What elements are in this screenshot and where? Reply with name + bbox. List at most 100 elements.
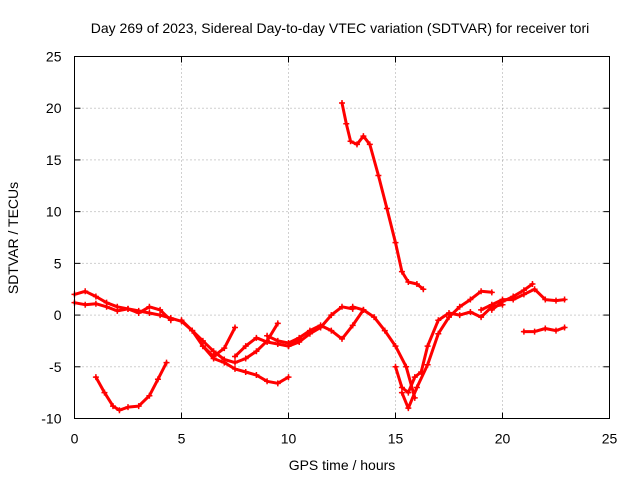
data-point <box>531 328 538 335</box>
x-tick-label: 5 <box>178 431 186 447</box>
data-point <box>542 296 549 303</box>
data-point <box>520 328 527 335</box>
data-point <box>339 100 345 107</box>
y-tick-label: -5 <box>49 359 62 375</box>
data-point <box>375 172 382 179</box>
data-point <box>306 330 313 337</box>
data-point <box>424 361 431 368</box>
data-point <box>371 314 378 321</box>
series-track-2 <box>71 299 174 324</box>
data-point <box>210 355 217 362</box>
data-point <box>146 310 153 317</box>
data-point <box>274 380 281 387</box>
data-point <box>264 332 271 339</box>
data-point <box>339 335 345 342</box>
data-point <box>253 348 260 355</box>
y-tick-label: 5 <box>54 255 62 271</box>
data-point <box>328 312 335 319</box>
series-line <box>73 301 173 322</box>
series-line <box>94 361 168 412</box>
data-point <box>510 293 517 300</box>
series-track-9 <box>285 303 356 350</box>
data-point <box>264 338 271 345</box>
data-point <box>398 384 405 391</box>
data-point <box>488 306 495 313</box>
data-point <box>561 324 568 331</box>
data-point <box>413 384 420 391</box>
x-axis-title: GPS time / hours <box>289 457 396 473</box>
data-point <box>488 301 495 308</box>
data-point <box>264 378 271 385</box>
data-point <box>343 120 350 127</box>
data-point <box>360 306 367 313</box>
series-track-8 <box>264 306 367 346</box>
x-tick-label: 0 <box>71 431 79 447</box>
series-track-6 <box>199 343 292 387</box>
data-point <box>366 141 373 148</box>
data-point <box>398 268 405 275</box>
data-point <box>82 288 89 295</box>
data-point <box>349 303 356 310</box>
data-point <box>163 359 170 366</box>
data-point <box>542 325 549 332</box>
data-point <box>339 303 345 310</box>
data-point <box>435 330 442 337</box>
series-line <box>351 305 417 400</box>
data-point <box>92 300 99 307</box>
data-point <box>531 286 538 293</box>
data-point <box>92 293 99 300</box>
y-tick-label: 10 <box>46 204 62 220</box>
data-series <box>71 100 568 414</box>
series-track-12 <box>392 301 506 396</box>
series-track-13 <box>398 288 495 412</box>
data-point <box>520 287 527 294</box>
data-point <box>232 324 238 331</box>
x-tick-label: 15 <box>388 431 404 447</box>
series-line <box>73 289 173 320</box>
data-point <box>178 317 185 324</box>
data-point <box>411 374 418 381</box>
data-point <box>499 298 506 305</box>
data-point <box>317 324 324 331</box>
y-tick-label: 20 <box>46 100 62 116</box>
data-point <box>242 355 249 362</box>
series-line <box>400 289 494 410</box>
data-point <box>146 392 153 399</box>
series-line <box>265 308 365 345</box>
data-point <box>232 353 238 360</box>
data-point <box>157 312 164 319</box>
data-point <box>146 303 153 310</box>
data-point <box>253 372 260 379</box>
data-point <box>285 374 292 381</box>
y-tick-label: -10 <box>41 411 61 427</box>
series-line <box>340 101 425 291</box>
data-point <box>285 343 292 350</box>
data-point <box>456 303 463 310</box>
data-point <box>383 205 390 212</box>
data-point <box>210 348 217 355</box>
data-point <box>405 389 412 396</box>
data-point <box>529 281 536 288</box>
series-track-11 <box>339 100 427 293</box>
data-point <box>125 305 131 312</box>
data-point <box>189 327 196 334</box>
data-point <box>488 289 495 296</box>
y-axis-title: SDTVAR / TECUs <box>5 182 21 294</box>
data-point <box>403 363 410 370</box>
data-point <box>242 343 249 350</box>
data-point <box>101 389 108 396</box>
data-point <box>232 365 238 372</box>
y-tick-label: 25 <box>46 49 62 65</box>
data-point <box>274 337 281 344</box>
data-point <box>467 308 474 315</box>
data-point <box>553 297 559 304</box>
series-track-16 <box>520 324 568 335</box>
series-track-10 <box>349 303 418 401</box>
data-point <box>82 301 89 308</box>
chart-title: Day 269 of 2023, Sidereal Day-to-day VTE… <box>91 20 590 36</box>
data-point <box>467 296 474 303</box>
data-point <box>135 310 142 317</box>
series-track-15 <box>488 281 536 313</box>
data-point <box>398 389 405 396</box>
data-point <box>103 303 110 310</box>
